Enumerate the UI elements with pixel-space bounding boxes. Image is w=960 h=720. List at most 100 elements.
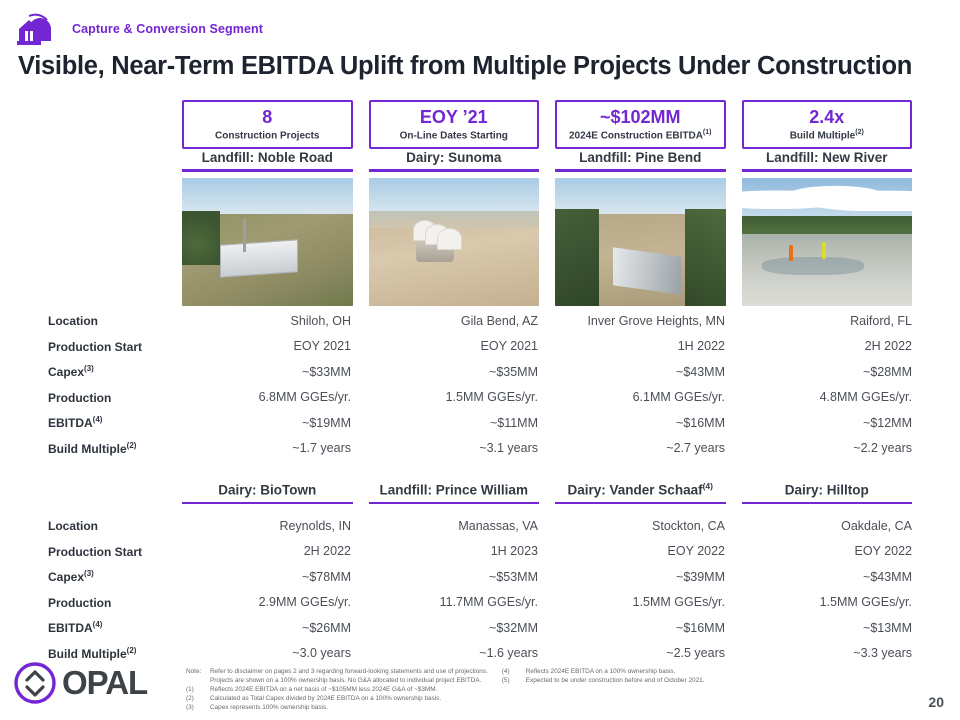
cell-location: Reynolds, IN [279, 518, 351, 533]
photo-treeline-left [555, 208, 600, 306]
footnote-line: Note: Refer to disclaimer on pages 2 and… [186, 667, 488, 676]
footnote-key: (5) [501, 677, 510, 685]
opal-logo: OPAL [12, 660, 148, 706]
footnotes: Note: Refer to disclaimer on pages 2 and… [186, 667, 705, 712]
table-row: Build Multiple(2) ~1.7 years ~3.1 years … [48, 436, 914, 462]
table-row: Capex(3) ~$33MM ~$35MM ~$43MM ~$28MM [48, 359, 914, 385]
row-label: Capex(3) [48, 569, 182, 584]
photo-far-field [368, 211, 539, 228]
header-rule [368, 169, 539, 172]
project-name: Landfill: New River [765, 150, 888, 165]
row-label: Production Start [48, 544, 182, 559]
cell-production-start: 2H 2022 [864, 339, 912, 354]
cell-production-start: 1H 2023 [490, 544, 538, 559]
project-name-text: Dairy: BioTown [218, 482, 317, 498]
cell-capex: ~$43MM [676, 364, 725, 379]
photo-water-pool [761, 257, 865, 276]
section2-table: Location Reynolds, IN Manassas, VA Stock… [48, 513, 914, 666]
cell-location: Inver Grove Heights, MN [587, 313, 725, 328]
photo-worker [789, 244, 794, 262]
footnote-text: Calculated as Total Capex divided by 202… [210, 695, 442, 703]
cell-production: 11.7MM GGEs/yr. [439, 595, 538, 610]
row-label-text: Production Start [48, 339, 143, 354]
cell-production-start: EOY 2022 [667, 544, 725, 559]
kpi-label-text: On-Line Dates Starting [399, 130, 508, 142]
cell-ebitda: ~$26MM [302, 620, 351, 635]
row-label-text: Production Start [48, 544, 143, 559]
row-footnote-ref: (3) [84, 364, 94, 374]
project-photo-row [182, 178, 912, 306]
cell-production-start: EOY 2021 [480, 339, 538, 354]
opal-circle-chevron-logo [14, 662, 56, 704]
cell-ebitda: ~$32MM [489, 620, 538, 635]
kpi-label-text: Construction Projects [215, 130, 320, 142]
kpi-build-multiple: 2.4x Build Multiple(2) [741, 100, 912, 150]
footnote-text: Capex represents 100% ownership basis. [210, 704, 328, 712]
project-name: Dairy: Hilltop [742, 481, 913, 502]
footnote-line: (1) Reflects 2024E EBITDA on a net basis… [186, 685, 488, 694]
cell-ebitda: ~$16MM [676, 620, 725, 635]
header-rule [182, 501, 353, 504]
footnotes-left-column: Note: Refer to disclaimer on pages 2 and… [186, 667, 488, 712]
cell-production-start: 1H 2022 [677, 339, 725, 354]
table-row: Location Reynolds, IN Manassas, VA Stock… [48, 513, 914, 539]
footnote-text: Projects are shown on a 100% ownership b… [210, 677, 482, 685]
row-label-text: EBITDA [48, 416, 93, 431]
cell-ebitda: ~$11MM [489, 415, 538, 430]
row-label: Production [48, 390, 182, 405]
cell-capex: ~$53MM [489, 569, 538, 584]
cell-ebitda: ~$12MM [863, 415, 912, 430]
table-row: Production Start 2H 2022 1H 2023 EOY 202… [48, 539, 914, 565]
project-name: Dairy: Vander Schaaf(4) [555, 481, 726, 502]
footnote-key: (4) [501, 668, 510, 675]
cell-capex: ~$33MM [302, 364, 351, 379]
header-rule [555, 501, 726, 504]
row-label-text: Production [48, 390, 112, 405]
project-name: Landfill: Prince William [369, 481, 540, 502]
project-name-text: Dairy: Hilltop [784, 482, 869, 498]
cell-location: Oakdale, CA [841, 518, 912, 533]
row-label-text: Capex [48, 570, 85, 585]
kpi-online-dates: EOY ’21 On-Line Dates Starting [368, 100, 539, 150]
page-title: Visible, Near-Term EBITDA Uplift from Mu… [18, 52, 913, 80]
cell-build-multiple: ~2.2 years [853, 441, 912, 456]
footnote-text: Refer to disclaimer on pages 2 and 3 reg… [210, 668, 488, 675]
kpi-label: Build Multiple(2) [748, 129, 907, 141]
kpi-value: 2.4x [809, 107, 845, 127]
photo-building [219, 239, 298, 279]
photo-worker [821, 242, 826, 259]
row-label-text: Build Multiple [48, 441, 127, 456]
header-rule [555, 169, 726, 172]
cell-build-multiple: ~3.1 years [479, 441, 538, 456]
cell-build-multiple: ~3.3 years [853, 646, 912, 661]
cell-build-multiple: ~1.6 years [479, 646, 538, 661]
project-footnote-ref: (4) [702, 481, 713, 491]
footnote-text: Reflects 2024E EBITDA on a 100% ownershi… [525, 668, 676, 675]
row-label-text: Location [48, 314, 98, 329]
table-row: EBITDA(4) ~$26MM ~$32MM ~$16MM ~$13MM [48, 615, 914, 641]
row-label: EBITDA(4) [48, 620, 182, 635]
footnote-line: (2) Calculated as Total Capex divided by… [186, 694, 488, 703]
cell-production: 6.1MM GGEs/yr. [632, 390, 725, 405]
cell-capex: ~$35MM [489, 364, 538, 379]
cell-build-multiple: ~2.5 years [666, 646, 725, 661]
cell-location: Gila Bend, AZ [460, 313, 538, 328]
row-label: Location [48, 518, 182, 533]
segment-label: Capture & Conversion Segment [72, 22, 264, 36]
cell-production-start: EOY 2022 [854, 544, 912, 559]
table-row: Location Shiloh, OH Gila Bend, AZ Inver … [48, 308, 914, 334]
cell-production-start: EOY 2021 [293, 339, 351, 354]
footnote-text: Reflects 2024E EBITDA on a net basis of … [210, 686, 438, 694]
section1-table: Location Shiloh, OH Gila Bend, AZ Inver … [48, 308, 914, 461]
kpi-footnote-ref: (2) [855, 128, 864, 136]
kpi-label: 2024E Construction EBITDA(1) [561, 129, 720, 141]
segment-eyebrow: Capture & Conversion Segment [16, 12, 263, 46]
photo-treeline [182, 211, 220, 266]
row-footnote-ref: (2) [126, 645, 137, 655]
page-number: 20 [928, 694, 944, 710]
aerial-new-river-landfill-photo [741, 178, 912, 306]
project-name: Dairy: BioTown [182, 481, 353, 502]
row-footnote-ref: (4) [92, 620, 103, 630]
footnote-line: (3) Capex represents 100% ownership basi… [186, 703, 488, 712]
project-name: Dairy: Sunoma [406, 150, 502, 165]
